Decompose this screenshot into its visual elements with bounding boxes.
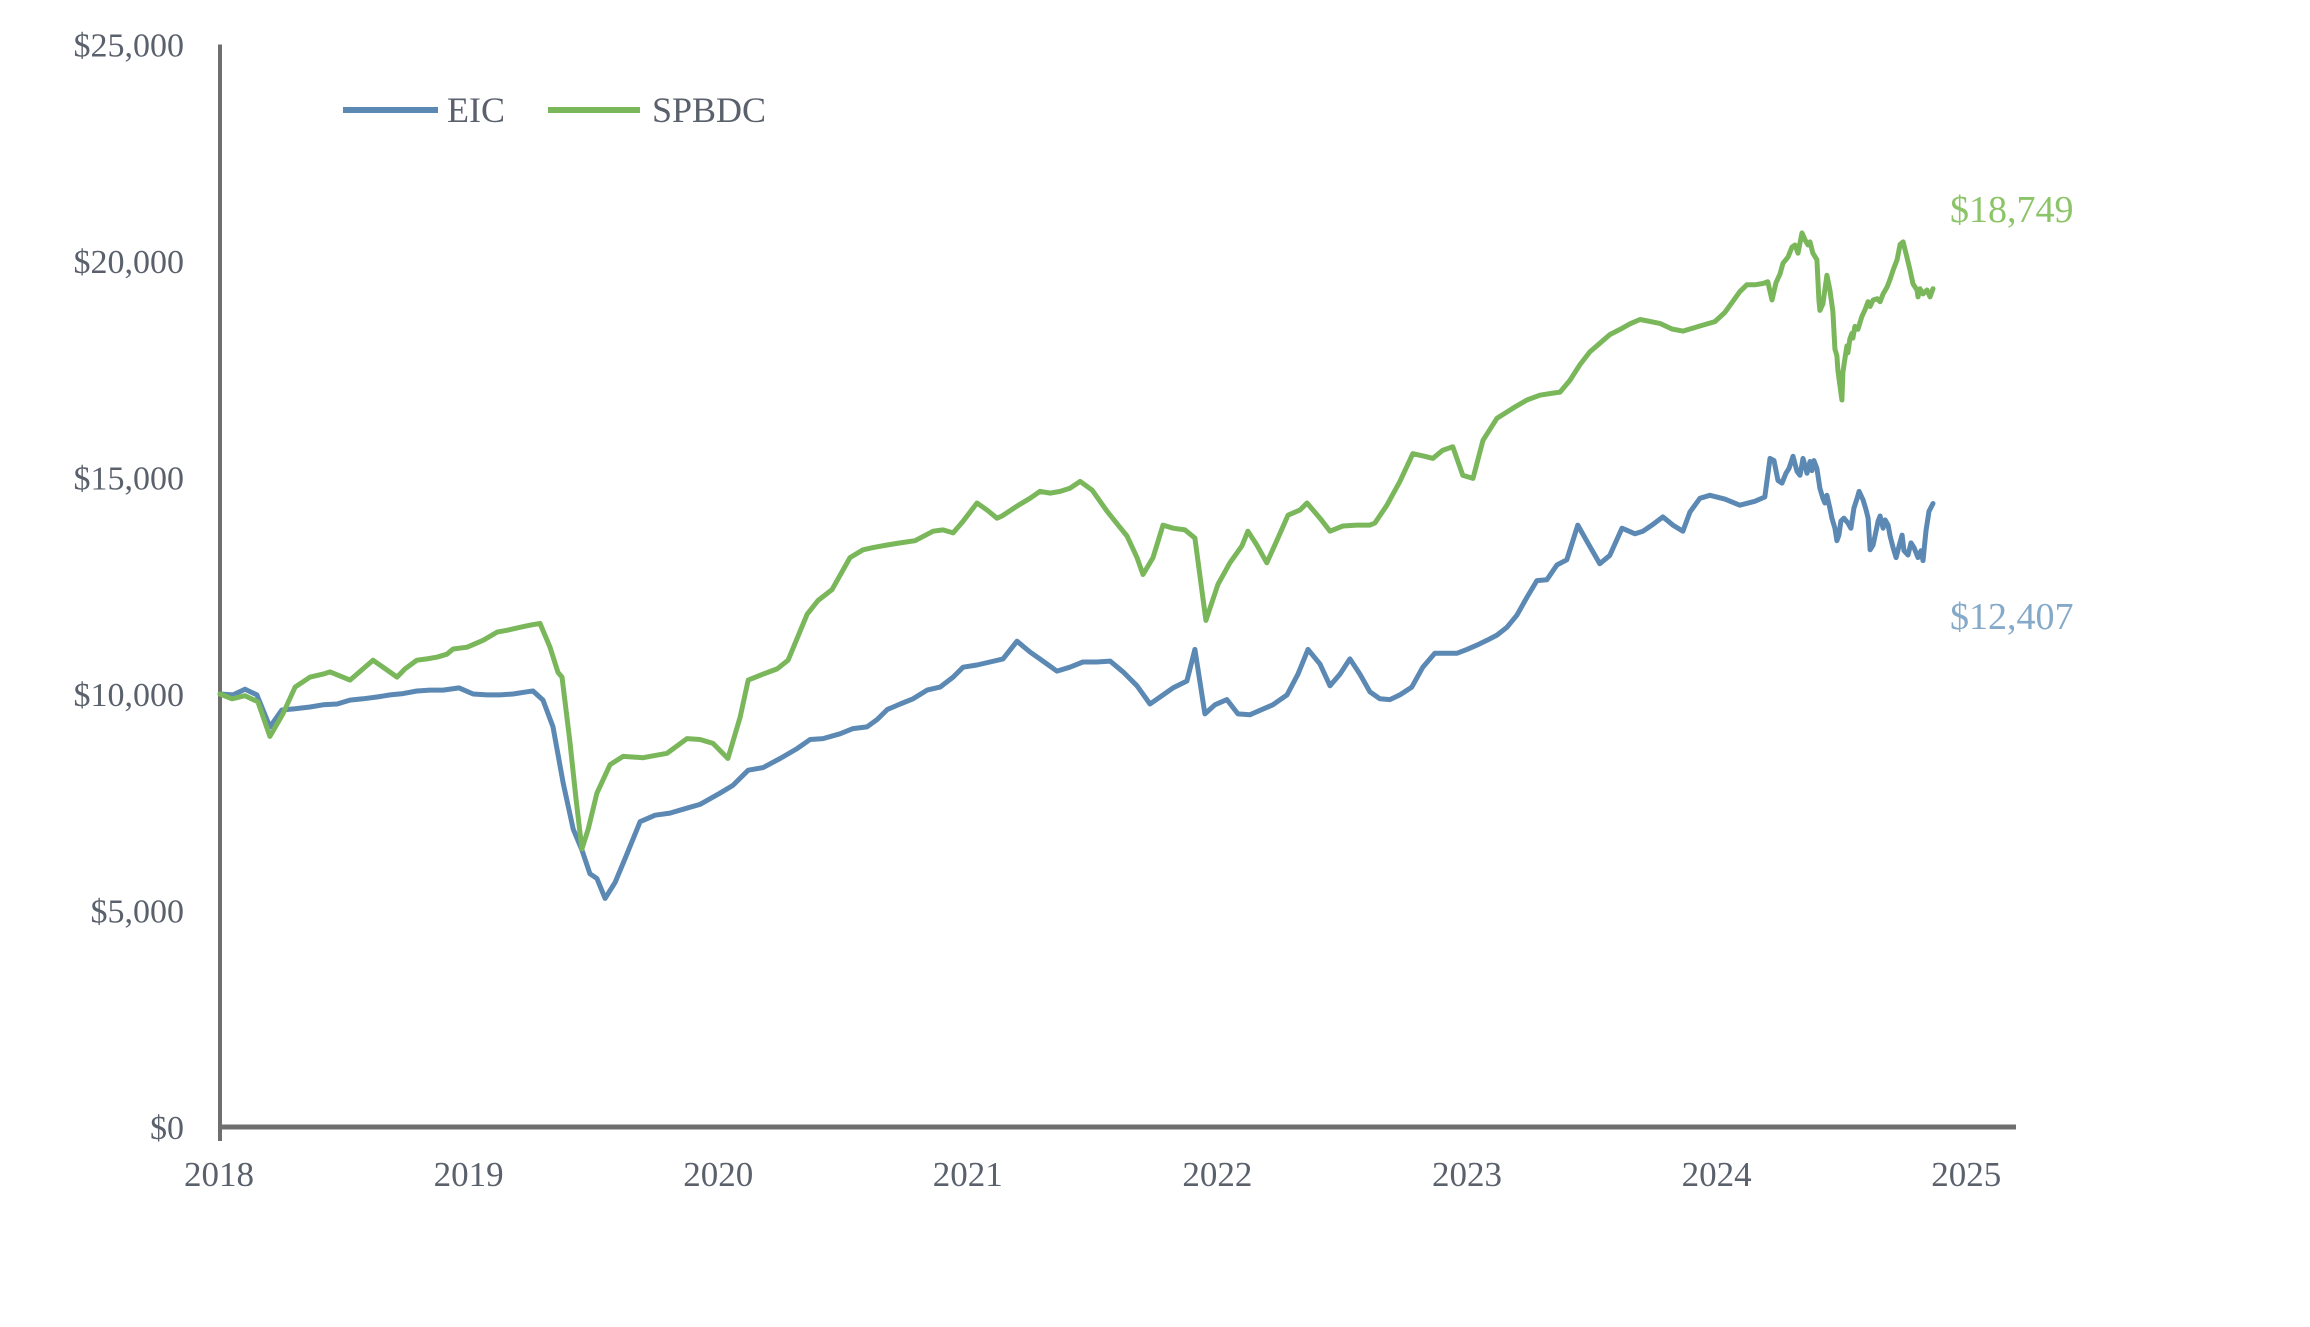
y-axis-tick-label: $5,000 bbox=[91, 894, 185, 931]
y-axis-tick-labels: $25,000 $20,000 $15,000 $10,000 $5,000 $0 bbox=[74, 28, 185, 1148]
y-axis-tick-label: $10,000 bbox=[74, 677, 185, 714]
chart-legend: EIC SPBDC bbox=[343, 90, 766, 130]
spbdc-series-line bbox=[217, 230, 1936, 852]
y-axis-tick-label: $15,000 bbox=[74, 461, 185, 498]
y-axis-tick-label: $20,000 bbox=[74, 244, 185, 281]
x-axis-tick-label: 2019 bbox=[434, 1155, 504, 1194]
x-axis-tick-label: 2025 bbox=[1931, 1155, 2001, 1194]
series-end-value-labels: $18,749 $12,407 bbox=[1950, 189, 2074, 638]
x-axis-tick-label: 2018 bbox=[184, 1155, 254, 1194]
y-axis-tick-label: $0 bbox=[150, 1110, 184, 1147]
legend-spbdc-label: SPBDC bbox=[652, 90, 766, 130]
x-axis-tick-label: 2023 bbox=[1432, 1155, 1502, 1194]
x-axis-tick-label: 2020 bbox=[683, 1155, 753, 1194]
legend-eic-label: EIC bbox=[447, 90, 505, 130]
y-axis-tick-label: $25,000 bbox=[74, 28, 185, 65]
x-axis-tick-label: 2022 bbox=[1182, 1155, 1252, 1194]
x-axis-tick-label: 2021 bbox=[933, 1155, 1003, 1194]
series-lines bbox=[217, 230, 1936, 901]
x-axis-tick-label: 2024 bbox=[1682, 1155, 1752, 1194]
axes bbox=[218, 44, 2016, 1141]
eic-series-line bbox=[217, 453, 1936, 901]
eic-end-value-label: $12,407 bbox=[1950, 596, 2074, 638]
x-axis-tick-labels: 2018 2019 2020 2021 2022 2023 2024 2025 bbox=[184, 1155, 2001, 1194]
spbdc-end-value-label: $18,749 bbox=[1950, 189, 2074, 231]
